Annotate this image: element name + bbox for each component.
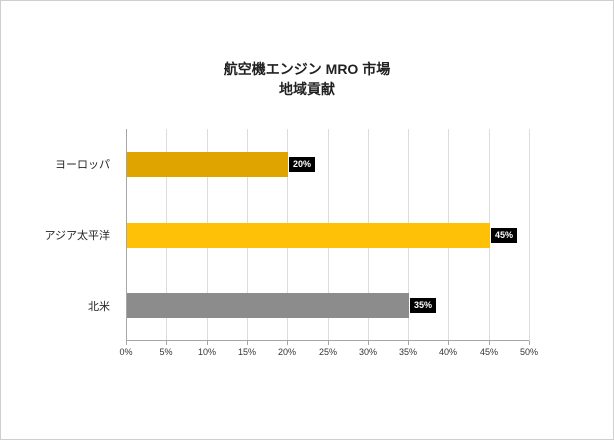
x-tick-label: 0%: [119, 347, 133, 357]
x-tick-label: 25%: [318, 347, 338, 357]
x-tick-label: 40%: [438, 347, 458, 357]
bar-value-badge: 35%: [410, 298, 437, 314]
axis-tick: [368, 341, 369, 345]
bar-value-badge: 45%: [491, 227, 518, 243]
x-axis-labels: 0% 5% 10% 15% 20% 25% 30% 35% 40% 45% 50%: [119, 347, 538, 361]
x-tick-label: 5%: [159, 347, 173, 357]
x-tick-label: 20%: [277, 347, 297, 357]
bar-value-badge: 20%: [289, 156, 316, 172]
axis-tick: [126, 341, 127, 345]
x-tick-label: 15%: [237, 347, 257, 357]
axis-tick: [166, 341, 167, 345]
bar-category-label: 北米: [88, 300, 110, 313]
axis-tick: [448, 341, 449, 345]
bar-category-label: ヨーロッパ: [55, 159, 110, 172]
plot-area: 20% 45% 35%: [126, 129, 530, 345]
axis-tick: [328, 341, 329, 345]
x-tick-label: 10%: [197, 347, 217, 357]
axis-tick: [207, 341, 208, 345]
bar: [127, 293, 409, 319]
chart-title-line1: 航空機エンジン MRO 市場: [223, 61, 391, 77]
axis-tick: [529, 341, 530, 345]
axis-tick: [287, 341, 288, 345]
x-axis-line: [126, 340, 529, 341]
chart-title-line2: 地域貢献: [279, 81, 335, 97]
axis-tick: [247, 341, 248, 345]
y-axis-line: [126, 129, 127, 341]
axis-tick: [489, 341, 490, 345]
x-tick-label: 50%: [519, 347, 539, 357]
x-tick-label: 35%: [398, 347, 418, 357]
bar-category-label: アジア太平洋: [44, 230, 110, 242]
x-tick-label: 30%: [358, 347, 378, 357]
bar: [127, 151, 288, 177]
x-tick-label: 45%: [479, 347, 499, 357]
category-axis: ヨーロッパアジア太平洋北米: [1, 129, 118, 341]
axis-tick: [408, 341, 409, 345]
gridline: [529, 129, 530, 341]
chart-title: 航空機エンジン MRO 市場 地域貢献: [1, 59, 613, 99]
bar: [127, 222, 490, 248]
